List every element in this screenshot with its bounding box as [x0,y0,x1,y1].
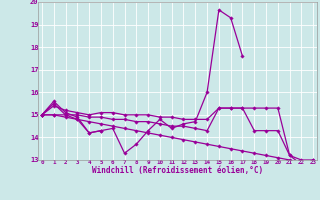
X-axis label: Windchill (Refroidissement éolien,°C): Windchill (Refroidissement éolien,°C) [92,166,263,175]
